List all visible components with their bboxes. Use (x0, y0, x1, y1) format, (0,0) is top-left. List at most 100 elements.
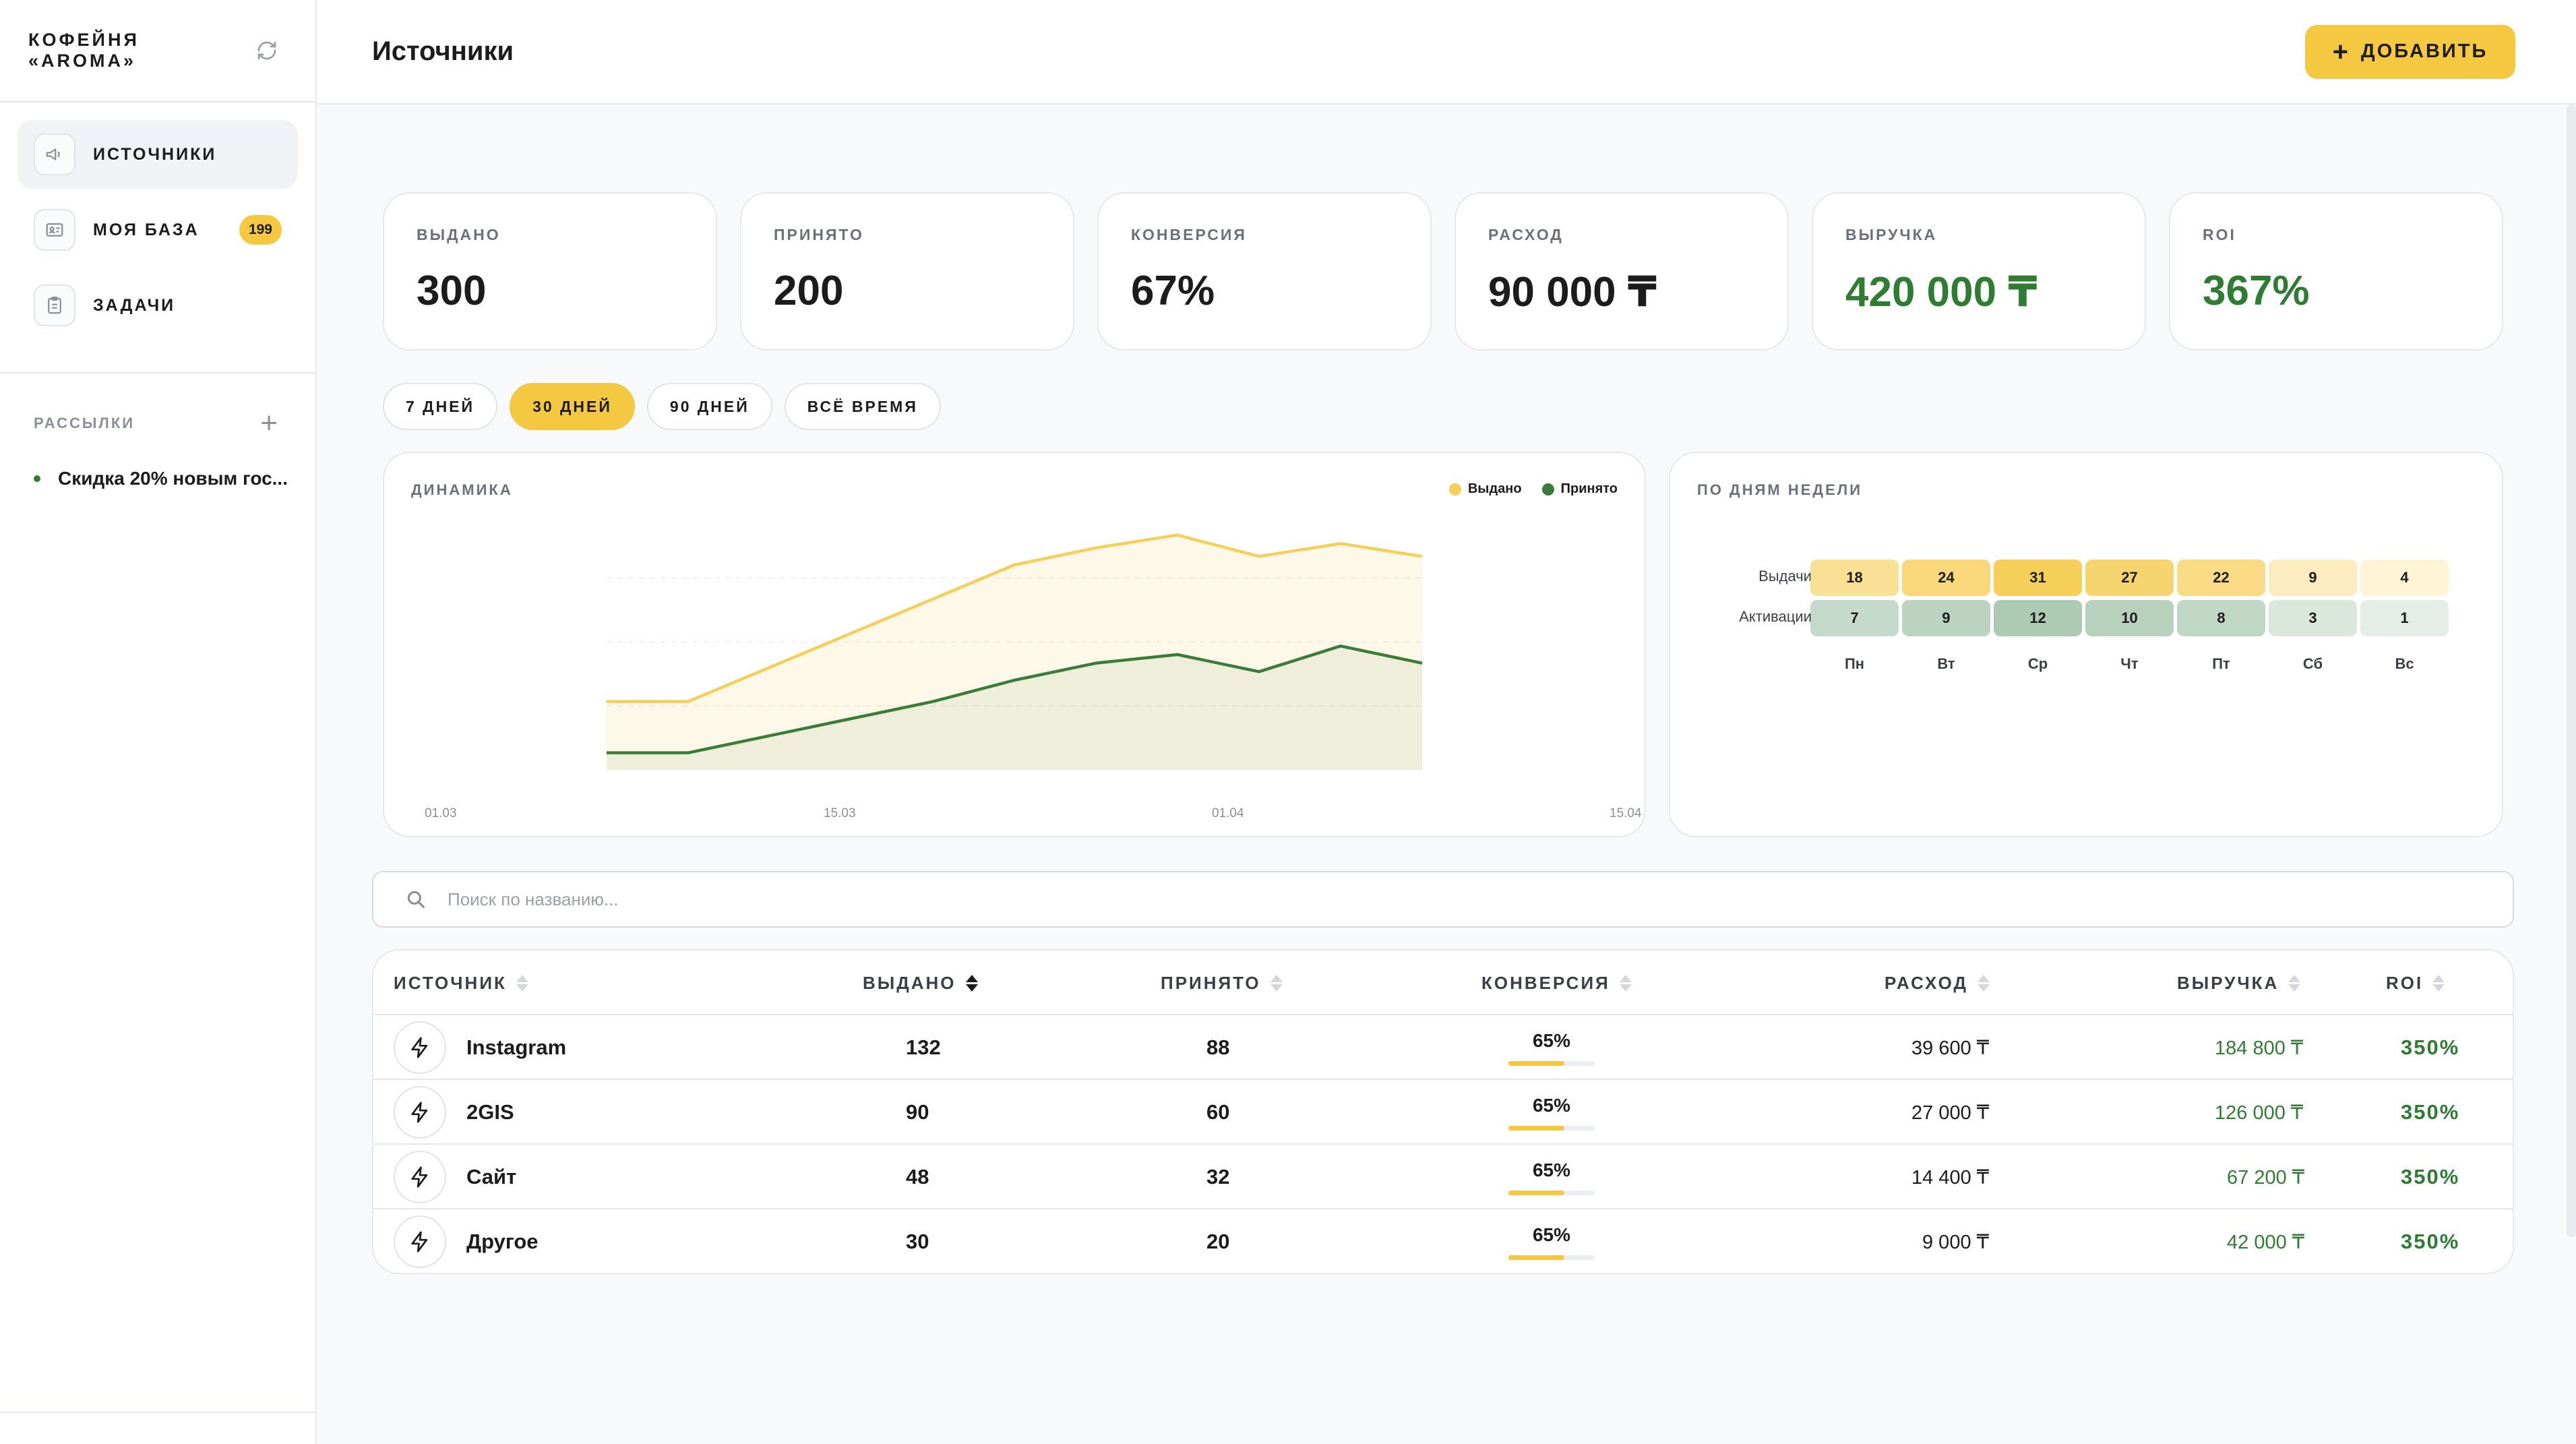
source-cell: Другое (394, 1209, 539, 1273)
table-row[interactable]: Сайт 48 32 65% 14 400 ₸ 67 200 ₸ 350% (373, 1145, 2513, 1209)
add-mailing-button[interactable]: + (260, 407, 278, 440)
stat-card-issued: ВЫДАНО 300 (383, 192, 717, 351)
add-button[interactable]: + ДОБАВИТЬ (2305, 24, 2515, 79)
table-row[interactable]: Instagram 132 88 65% 39 600 ₸ 184 800 ₸ … (373, 1015, 2513, 1080)
heatmap-day-label: Пн (1844, 655, 1865, 672)
conversion-bar-fill (1508, 1125, 1565, 1131)
column-label: ПРИНЯТО (1161, 972, 1261, 993)
revenue-cell: 67 200 ₸ (2227, 1166, 2305, 1189)
lightning-icon (394, 1151, 446, 1203)
clipboard-icon (34, 284, 75, 326)
period-7-days[interactable]: 7 ДНЕЙ (383, 383, 498, 430)
heatmap-cell-issued: 24 (1902, 560, 1990, 596)
period-90-days[interactable]: 90 ДНЕЙ (646, 383, 772, 430)
conversion-cell: 65% (1508, 1015, 1595, 1080)
roi-cell: 350% (2401, 1230, 2460, 1253)
weekly-title: ПО ДНЯМ НЕДЕЛИ (1697, 481, 1863, 498)
source-name: Другое (466, 1230, 539, 1253)
period-filter: 7 ДНЕЙ 30 ДНЕЙ 90 ДНЕЙ ВСЁ ВРЕМЯ (383, 383, 941, 430)
refresh-icon[interactable] (255, 38, 279, 63)
issued-cell: 132 (906, 1035, 941, 1059)
series-line-1 (607, 644, 1423, 754)
page-scrollbar[interactable] (2567, 104, 2576, 1237)
stat-label: ROI (2203, 226, 2236, 243)
legend-issued: Выдано (1448, 481, 1522, 497)
sidebar: КОФЕЙНЯ «AROMA» ИСТОЧНИКИ МОЯ БАЗА 199 З… (0, 0, 317, 1444)
accepted-cell: 32 (1206, 1165, 1230, 1189)
sort-desc-icon (965, 974, 978, 992)
stats-row: ВЫДАНО 300 ПРИНЯТО 200 КОНВЕРСИЯ 67% РАС… (383, 192, 2503, 351)
search-input[interactable] (448, 889, 2402, 910)
column-header-accepted[interactable]: ПРИНЯТО (1161, 951, 1283, 1015)
sidebar-divider (0, 372, 315, 373)
sidebar-item-label: МОЯ БАЗА (93, 220, 200, 239)
revenue-cell: 126 000 ₸ (2215, 1102, 2304, 1124)
stat-label: ВЫДАНО (417, 226, 501, 243)
source-name: Сайт (466, 1165, 517, 1189)
source-cell: Instagram (394, 1015, 566, 1080)
column-header-expense[interactable]: РАСХОД (1884, 951, 1990, 1015)
stat-value: 367% (2203, 268, 2310, 314)
lightning-icon (394, 1086, 446, 1139)
status-dot (34, 475, 40, 482)
conversion-bar-fill (1508, 1255, 1565, 1260)
column-header-source[interactable]: ИСТОЧНИК (394, 951, 528, 1015)
revenue-cell: 184 800 ₸ (2215, 1037, 2304, 1059)
contact-card-icon (34, 209, 75, 251)
stat-value: 300 (417, 268, 487, 314)
column-label: ИСТОЧНИК (394, 972, 507, 993)
column-label: РАСХОД (1884, 972, 1969, 993)
dynamics-title: ДИНАМИКА (411, 481, 513, 498)
x-tick-label: 15.03 (824, 806, 856, 820)
roi-cell: 350% (2401, 1035, 2460, 1059)
issued-cell: 30 (906, 1230, 929, 1253)
period-30-days[interactable]: 30 ДНЕЙ (510, 383, 635, 430)
column-header-roi[interactable]: ROI (2386, 951, 2445, 1015)
plus-icon: + (2332, 36, 2351, 67)
stat-card-revenue: ВЫРУЧКА 420 000 ₸ (1812, 192, 2146, 351)
heatmap-cell-issued: 31 (1994, 560, 2082, 596)
sidebar-item-label: ИСТОЧНИКИ (93, 144, 217, 164)
sort-icon (1977, 974, 1990, 992)
legend-dot-issued (1448, 483, 1461, 495)
column-header-conversion[interactable]: КОНВЕРСИЯ (1481, 951, 1632, 1015)
search-bar (372, 871, 2514, 928)
table-row[interactable]: Другое 30 20 65% 9 000 ₸ 42 000 ₸ 350% (373, 1209, 2513, 1273)
legend-label: Выдано (1467, 481, 1522, 496)
conversion-value: 65% (1532, 1029, 1571, 1051)
column-header-issued[interactable]: ВЫДАНО (863, 951, 978, 1015)
stat-value: 90 000 ₸ (1488, 269, 1657, 315)
heatmap-cell-issued: 9 (2269, 560, 2357, 596)
heatmap-row-label: Активации (1739, 608, 1812, 625)
column-header-revenue[interactable]: ВЫРУЧКА (2177, 951, 2301, 1015)
megaphone-icon (34, 133, 75, 175)
column-label: КОНВЕРСИЯ (1481, 972, 1610, 993)
stat-label: ПРИНЯТО (774, 226, 864, 243)
source-name: 2GIS (466, 1100, 514, 1124)
heatmap-day-label: Ср (2027, 655, 2048, 672)
sidebar-item-sources[interactable]: ИСТОЧНИКИ (18, 120, 298, 189)
table-row[interactable]: 2GIS 90 60 65% 27 000 ₸ 126 000 ₸ 350% (373, 1080, 2513, 1145)
series-area-1 (607, 646, 1422, 770)
lightning-icon (394, 1021, 446, 1074)
heatmap-cell-issued: 27 (2085, 560, 2174, 596)
count-badge: 199 (239, 215, 282, 245)
sort-icon (2432, 974, 2445, 992)
sort-icon (1270, 974, 1283, 992)
stat-card-expense: РАСХОД 90 000 ₸ (1454, 192, 1789, 351)
sort-icon (2288, 974, 2301, 992)
lightning-icon (394, 1215, 446, 1268)
accepted-cell: 60 (1206, 1100, 1230, 1124)
heatmap-day-label: Вт (1937, 655, 1955, 672)
sort-icon (516, 974, 528, 992)
period-all-time[interactable]: ВСЁ ВРЕМЯ (784, 383, 941, 430)
chart-legend: Выдано Принято (1448, 481, 1618, 497)
sidebar-item-my-base[interactable]: МОЯ БАЗА 199 (18, 195, 298, 264)
sidebar-item-tasks[interactable]: ЗАДАЧИ (18, 271, 298, 340)
heatmap-cell-activated: 1 (2360, 600, 2449, 636)
series-line-0 (607, 533, 1423, 703)
stat-value: 67% (1131, 268, 1215, 314)
conversion-cell: 65% (1508, 1080, 1595, 1145)
mailing-item[interactable]: Скидка 20% новым гос... (0, 438, 315, 489)
accepted-cell: 88 (1206, 1035, 1230, 1059)
